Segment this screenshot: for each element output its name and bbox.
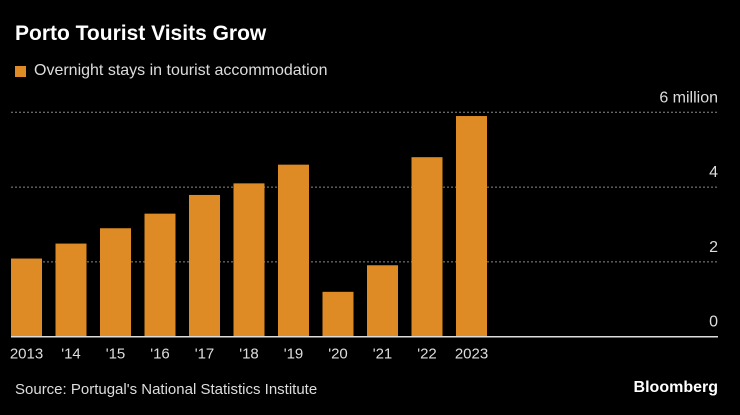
x-tick-label: '18 [239,346,259,363]
y-tick-label: 2 [709,239,718,256]
x-tick-label: '17 [195,346,215,363]
bar [456,116,487,337]
bar [100,228,131,337]
legend-swatch [15,65,26,77]
bar [189,194,220,337]
bar [322,291,354,337]
bar [367,265,398,337]
bar [278,164,309,337]
x-tick-label: '14 [61,346,81,363]
x-tick-label: '16 [150,346,170,363]
x-tick-label: '22 [417,346,437,363]
bar [11,258,42,337]
bar [144,213,176,337]
x-tick-label: '21 [373,346,393,363]
y-tick-label: 6 million [659,89,718,106]
x-tick-label: 2023 [455,346,488,363]
legend: Overnight stays in tourist accommodation [15,62,327,80]
bar [233,183,265,337]
y-tick-label: 0 [709,314,718,331]
bloomberg-logo: Bloomberg [633,379,718,396]
legend-label: Overnight stays in tourist accommodation [34,62,328,79]
bar [55,243,87,337]
chart-title: Porto Tourist Visits Grow [15,22,267,45]
bar [411,157,443,337]
x-tick-label: '15 [106,346,126,363]
y-tick-label: 4 [709,164,718,181]
x-tick-label: '19 [284,346,304,363]
x-tick-label: 2013 [10,346,43,363]
x-tick-label: '20 [328,346,348,363]
source-note: Source: Portugal's National Statistics I… [15,381,318,398]
